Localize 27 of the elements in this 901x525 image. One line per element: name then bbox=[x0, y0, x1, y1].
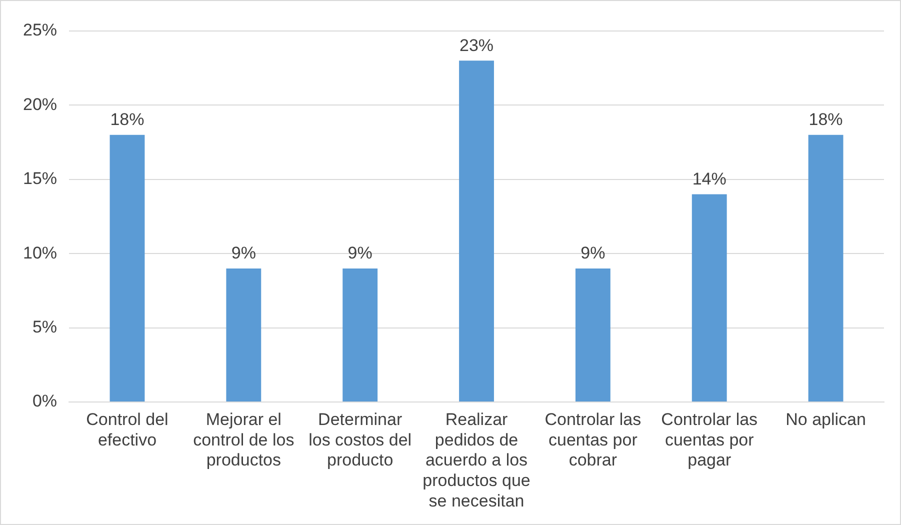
data-label: 14% bbox=[692, 169, 726, 188]
data-label: 9% bbox=[231, 244, 256, 263]
y-tick-label: 25% bbox=[22, 20, 58, 40]
x-tick-label: Realizar pedidos de acuerdo a los productos que se necesitan bbox=[422, 410, 530, 510]
y-tick-label: 20% bbox=[22, 94, 58, 114]
y-tick-label: 5% bbox=[32, 317, 58, 336]
x-tick-label: No aplican bbox=[786, 410, 866, 429]
bar bbox=[342, 268, 378, 402]
y-tick-label: 15% bbox=[22, 169, 58, 188]
bar bbox=[459, 60, 494, 402]
y-tick-label: 10% bbox=[22, 243, 58, 262]
data-label: 9% bbox=[348, 244, 372, 263]
data-label: 9% bbox=[580, 244, 606, 263]
x-tick-label: Controlar las cuentas por cobrar bbox=[544, 410, 642, 470]
data-label: 23% bbox=[459, 36, 494, 55]
bar bbox=[226, 268, 262, 402]
x-tick-label: Determinar los costos del producto bbox=[308, 410, 412, 470]
bar bbox=[692, 194, 727, 402]
x-tick-label: Controlar las cuentas por pagar bbox=[661, 410, 758, 470]
y-tick-label: 0% bbox=[32, 392, 58, 411]
data-label: 18% bbox=[808, 110, 843, 130]
bar bbox=[110, 134, 145, 402]
bar bbox=[808, 134, 844, 402]
x-tick-label: Control del efectivo bbox=[86, 410, 168, 450]
x-tick-label: Mejorar el control de los productos bbox=[193, 410, 294, 470]
bar bbox=[575, 268, 610, 402]
data-label: 18% bbox=[110, 110, 144, 130]
